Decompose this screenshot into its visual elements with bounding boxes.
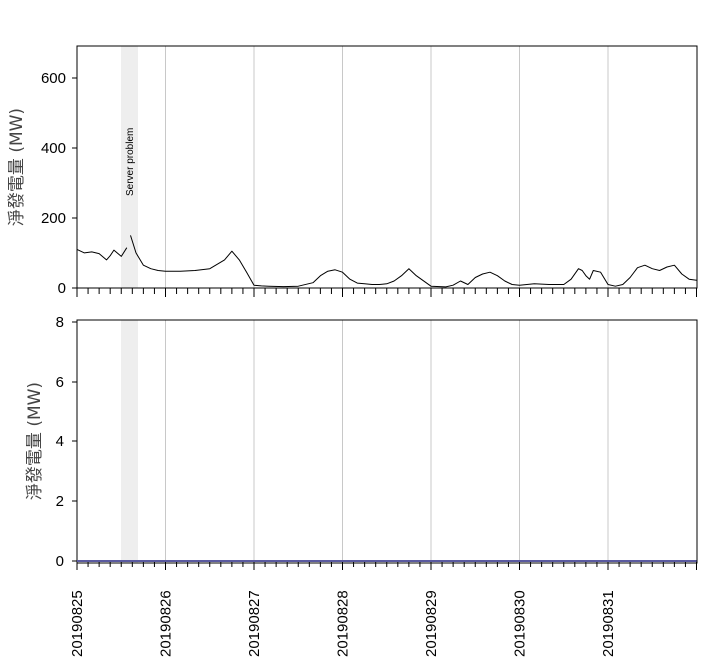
top-panel: Server problem 0 200 400 600 淨發電量 (MW) — [7, 45, 698, 297]
x-date-label-20190831: 20190831 — [600, 590, 617, 657]
bottom-y-axis-title: 淨發電量 (MW) — [25, 382, 45, 500]
x-date-label-20190828: 20190828 — [335, 590, 352, 657]
top-series-line-1 — [130, 235, 697, 288]
top-ytick-label-600: 600 — [41, 70, 66, 87]
bottom-ytick-marks — [72, 321, 77, 562]
x-date-label-20190825: 20190825 — [69, 590, 86, 657]
x-date-labels: 20190825 20190826 20190827 20190828 20190829… — [69, 590, 617, 657]
top-series-line-0 — [76, 247, 128, 261]
top-ytick-label-0: 0 — [58, 280, 66, 297]
x-date-label-20190830: 20190830 — [512, 590, 529, 657]
bottom-plot-frame — [76, 319, 698, 564]
top-gridlines — [165, 46, 609, 288]
top-xtick-marks — [76, 288, 697, 297]
bottom-outage-band — [121, 320, 138, 563]
top-annotation-server-problem: Server problem — [125, 128, 136, 196]
bottom-panel: 0 2 4 6 8 淨發電量 (MW) — [25, 314, 698, 570]
bottom-ytick-label-4: 4 — [56, 433, 64, 450]
x-date-label-20190826: 20190826 — [158, 590, 175, 657]
x-date-label-20190829: 20190829 — [423, 590, 440, 657]
top-y-axis-title: 淨發電量 (MW) — [7, 108, 27, 226]
top-ytick-label-200: 200 — [41, 210, 66, 227]
top-series-group — [76, 235, 697, 288]
top-ytick-marks — [72, 77, 77, 289]
bottom-gridlines — [165, 320, 609, 561]
bottom-ytick-label-2: 2 — [56, 493, 64, 510]
bottom-ytick-label-6: 6 — [56, 374, 64, 391]
top-ytick-label-400: 400 — [41, 140, 66, 157]
bottom-ytick-label-8: 8 — [56, 314, 64, 331]
top-plot-frame — [76, 45, 698, 289]
top-outage-band — [121, 46, 138, 288]
bottom-xtick-marks — [76, 561, 697, 570]
x-date-label-20190827: 20190827 — [246, 590, 263, 657]
bottom-ytick-label-0: 0 — [56, 553, 64, 570]
